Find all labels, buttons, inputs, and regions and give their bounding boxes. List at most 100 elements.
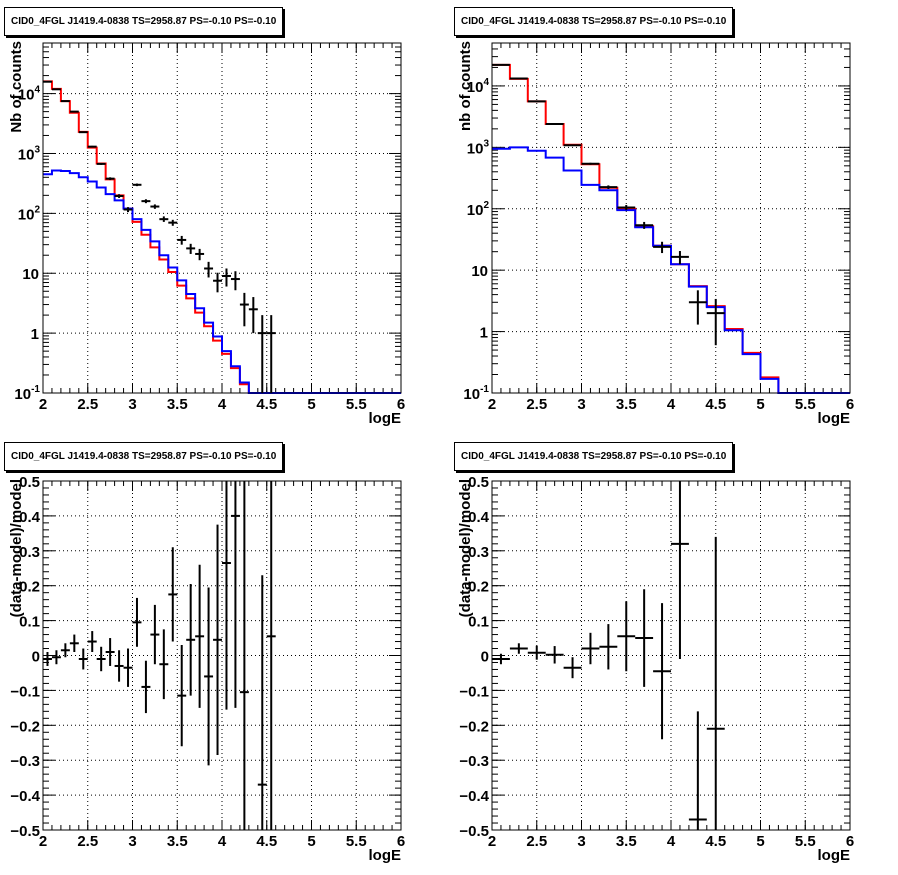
x-tick-label: 3 — [577, 396, 585, 413]
residual-point — [545, 646, 564, 664]
data-point — [581, 162, 600, 165]
y-tick-label: 0.3 — [19, 544, 40, 561]
x-tick-label: 2.5 — [77, 833, 98, 850]
residual-point — [159, 629, 169, 700]
x-tick-label: 5.5 — [346, 396, 367, 413]
data-point — [509, 77, 528, 80]
x-axis-label: logE — [818, 410, 851, 427]
x-tick-label: 6 — [397, 833, 405, 850]
y-tick-label: 0.2 — [468, 579, 489, 596]
x-tick-label: 3 — [577, 833, 585, 850]
data-point — [141, 199, 151, 204]
data-point — [43, 80, 52, 83]
residual-point — [132, 597, 142, 647]
y-tick-label: −0.4 — [459, 788, 489, 805]
residual-point — [60, 643, 70, 658]
y-tick-label: 0 — [481, 649, 489, 666]
plot-title: CID0_4FGL J1419.4-0838 TS=2958.87 PS=-0.… — [454, 7, 734, 36]
data-point — [257, 315, 267, 393]
y-tick-label: −0.1 — [459, 683, 489, 700]
data-point — [266, 315, 276, 393]
x-tick-label: 2 — [39, 396, 47, 413]
x-tick-label: 3.5 — [616, 833, 637, 850]
x-tick-label: 4.5 — [256, 833, 277, 850]
y-tick-label: −0.3 — [10, 753, 40, 770]
residual-point — [150, 604, 160, 665]
x-tick-label: 4 — [218, 833, 227, 850]
plot-frame — [491, 480, 851, 831]
data-point — [168, 219, 178, 226]
panel-residuals-fine: 2 2.5 3 3.5 4 4.5 5 5.5 6 logE −0.5 −0.4 −0.3 −0.2 −0.… — [0, 437, 449, 874]
y-axis-label: nb of counts — [457, 41, 474, 131]
y-tick-label: 0.4 — [19, 509, 41, 526]
x-tick-label: 5 — [307, 396, 315, 413]
residual-point — [186, 583, 196, 696]
plot-frame — [42, 42, 402, 394]
data-point — [96, 162, 106, 165]
residual-point — [51, 650, 61, 665]
residual-point — [509, 643, 528, 654]
x-tick-label: 2.5 — [526, 396, 547, 413]
data-point — [230, 271, 240, 291]
y-tick-label: 0.5 — [468, 474, 489, 491]
x-tick-label: 2.5 — [77, 396, 98, 413]
x-tick-label: 5.5 — [346, 833, 367, 850]
data-point — [195, 248, 205, 261]
data-point — [635, 221, 654, 229]
data-point — [87, 145, 97, 148]
data-point — [599, 185, 618, 189]
plot-frame — [491, 42, 851, 394]
data-point — [617, 205, 636, 211]
x-axis-label: logE — [369, 847, 402, 864]
residual-point — [114, 650, 124, 682]
y-tick-label: 0.1 — [468, 614, 489, 631]
x-axis-label: logE — [818, 847, 851, 864]
panel-residuals-coarse: 2 2.5 3 3.5 4 4.5 5 5.5 6 logE −0.5 −0.4 −0.3 −0.2 −0.… — [449, 437, 898, 874]
residual-point — [213, 524, 222, 755]
plot-title: CID0_4FGL J1419.4-0838 TS=2958.87 PS=-0.… — [454, 442, 734, 471]
residual-point — [195, 564, 205, 708]
y-tick-label: −0.2 — [10, 718, 40, 735]
x-tick-label: 4 — [667, 396, 676, 413]
residual-point — [43, 652, 52, 666]
residual-point — [141, 660, 151, 714]
y-tick-label: −0.4 — [10, 788, 40, 805]
y-tick-label: −0.5 — [10, 823, 40, 840]
residual-point — [635, 589, 654, 687]
residual-point — [581, 632, 600, 665]
residual-point — [87, 631, 97, 653]
x-tick-label: 5.5 — [795, 833, 816, 850]
residual-point — [239, 481, 249, 830]
residual-point — [688, 711, 707, 830]
data-point — [69, 110, 79, 113]
residual-point — [69, 634, 79, 653]
x-tick-label: 4.5 — [256, 396, 277, 413]
x-tick-label: 5 — [756, 833, 764, 850]
y-tick-label: 0.1 — [19, 614, 40, 631]
y-tick-label: 10-1 — [14, 384, 40, 403]
y-tick-label: 102 — [18, 204, 41, 223]
y-tick-label: 103 — [467, 138, 490, 157]
x-tick-label: 6 — [846, 396, 854, 413]
x-tick-label: 3.5 — [616, 396, 637, 413]
y-tick-label: 1 — [31, 326, 39, 343]
y-tick-label: 103 — [18, 144, 41, 163]
data-point — [159, 216, 169, 222]
plot-title: CID0_4FGL J1419.4-0838 TS=2958.87 PS=-0.… — [4, 7, 284, 36]
y-axis-label: (data-model)/model — [8, 479, 25, 617]
data-point — [248, 297, 258, 334]
data-point — [706, 298, 725, 346]
residual-point — [653, 603, 671, 740]
data-point — [186, 243, 196, 254]
x-tick-label: 4.5 — [705, 396, 726, 413]
x-tick-label: 4.5 — [705, 833, 726, 850]
x-tick-label: 3 — [128, 396, 136, 413]
residual-point — [123, 648, 133, 687]
panel-counts-fine: 2 2.5 3 3.5 4 4.5 5 5.5 6 logE 10-1 1 10 102 103 104 Nb … — [0, 0, 449, 437]
residual-point — [599, 624, 618, 670]
residual-point — [96, 646, 106, 672]
residual-point — [78, 648, 88, 670]
data-point — [123, 207, 133, 213]
